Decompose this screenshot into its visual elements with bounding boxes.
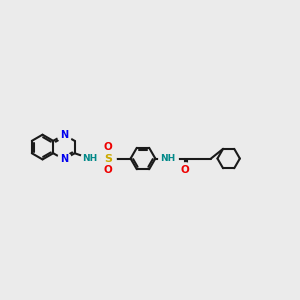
Text: O: O — [181, 165, 190, 175]
Text: N: N — [60, 154, 68, 164]
Text: O: O — [104, 165, 112, 175]
Text: S: S — [104, 154, 112, 164]
Text: NH: NH — [160, 154, 175, 163]
Text: N: N — [60, 130, 68, 140]
Text: NH: NH — [82, 154, 98, 163]
Text: O: O — [104, 142, 112, 152]
